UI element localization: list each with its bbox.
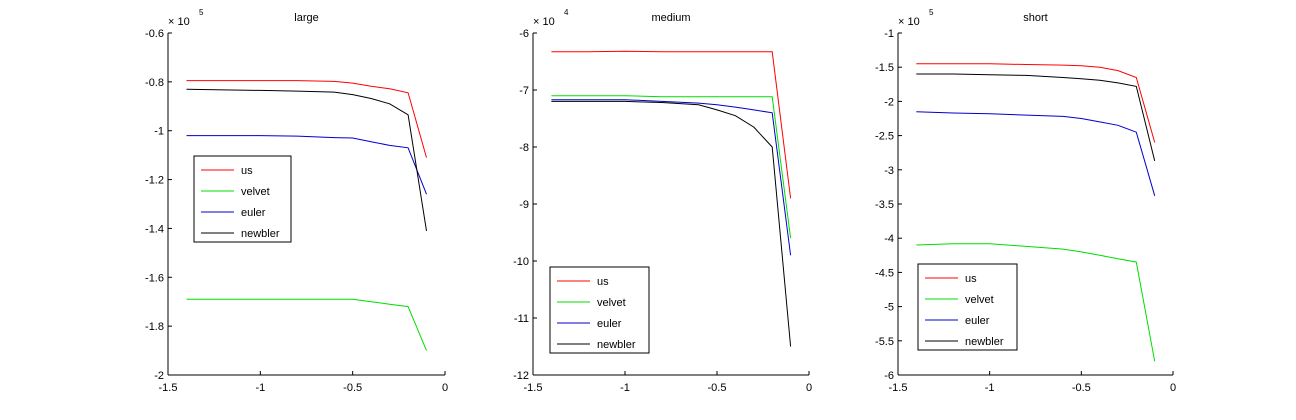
y-tick-label: -1.4 <box>145 223 164 235</box>
y-tick-label: -1.8 <box>145 321 164 333</box>
series-line-us <box>551 50 792 199</box>
series-line-euler <box>916 111 1156 196</box>
y-tick-label: -5 <box>884 302 894 314</box>
y-tick-label: -7 <box>519 85 529 97</box>
series-line-euler <box>186 135 427 195</box>
legend-label-euler: euler <box>597 318 622 330</box>
subplot-medium: medium × 10 4 -1.5 -1 -0.5 0 -12 -11 -10 -9 -8 -7… <box>513 8 812 394</box>
y-tick-label: -3 <box>884 165 894 177</box>
series-line-velvet <box>551 95 792 239</box>
y-tick-label: -10 <box>513 256 529 268</box>
x-tick-label: 0 <box>1170 382 1176 394</box>
legend-label-us: us <box>597 276 609 288</box>
y-tick-label: -1 <box>884 28 894 40</box>
series-line-us <box>916 63 1156 143</box>
legend-label-us: us <box>241 165 253 177</box>
x-tick-label: -0.5 <box>343 382 362 394</box>
y-tick-label: -8 <box>519 142 529 154</box>
x-tick-label: -1 <box>620 382 630 394</box>
y-tick-label: -2 <box>154 370 164 382</box>
subplot-title: medium <box>651 12 690 24</box>
legend: us velvet euler newbler <box>193 155 292 243</box>
y-tick-label: -1.2 <box>145 175 164 187</box>
x-tick-label: -1.5 <box>524 382 543 394</box>
y-tick-label: -1.6 <box>145 272 164 284</box>
y-tick-label: -5.5 <box>875 336 894 348</box>
y-tick-label: -9 <box>519 199 529 211</box>
subplot-title: large <box>294 12 318 24</box>
legend: us velvet euler newbler <box>549 266 650 354</box>
series-line-euler <box>551 99 792 256</box>
y-tick-label: -1 <box>154 126 164 138</box>
x-tick-label: -1.5 <box>159 382 178 394</box>
x-tick-label: 0 <box>806 382 812 394</box>
axis-exponent-base: × 10 <box>898 16 920 28</box>
axis-exponent-power: 5 <box>929 8 934 17</box>
series-line-velvet <box>186 298 427 351</box>
y-tick-label: -6 <box>884 370 894 382</box>
legend-label-newbler: newbler <box>597 339 636 351</box>
axis-exponent-power: 4 <box>564 8 569 17</box>
y-tick-label: -2 <box>884 96 894 108</box>
y-tick-label: -4.5 <box>875 267 894 279</box>
x-tick-label: -1.5 <box>889 382 908 394</box>
y-tick-label: -6 <box>519 28 529 40</box>
y-tick-label: -2.5 <box>875 131 894 143</box>
axis-exponent-base: × 10 <box>168 16 190 28</box>
legend-label-euler: euler <box>241 207 266 219</box>
series-line-us <box>186 80 427 158</box>
series-line-newbler <box>186 88 427 231</box>
legend: us velvet euler newbler <box>917 263 1018 351</box>
legend-label-euler: euler <box>965 315 990 327</box>
x-tick-label: -1 <box>985 382 995 394</box>
legend-label-velvet: velvet <box>965 294 994 306</box>
y-tick-label: -12 <box>513 370 529 382</box>
x-tick-label: -0.5 <box>708 382 727 394</box>
y-tick-label: -3.5 <box>875 199 894 211</box>
x-tick-label: 0 <box>442 382 448 394</box>
subplot-title: short <box>1023 12 1047 24</box>
legend-label-velvet: velvet <box>597 297 626 309</box>
y-tick-label: -11 <box>514 313 529 325</box>
legend-label-us: us <box>965 273 977 285</box>
y-tick-label: -0.6 <box>145 28 164 40</box>
axis-exponent-power: 5 <box>199 8 204 17</box>
y-tick-label: -1.5 <box>875 62 894 74</box>
subplot-large: large × 10 5 -1.5 -1 -0.5 0 -2 -1.8 -1.6 -1.4 -1… <box>145 8 448 394</box>
x-tick-label: -0.5 <box>1072 382 1091 394</box>
series-line-velvet <box>916 243 1156 362</box>
subplot-short: short × 10 5 -1.5 -1 -0.5 0 -6 -5.5 -5 -4.5 -4 -3… <box>875 8 1176 394</box>
x-tick-label: -1 <box>255 382 265 394</box>
y-tick-label: -0.8 <box>145 77 164 89</box>
legend-label-newbler: newbler <box>241 228 280 240</box>
series-line-newbler <box>551 100 792 347</box>
series-line-newbler <box>916 73 1156 162</box>
y-tick-label: -4 <box>884 233 894 245</box>
axis-exponent-base: × 10 <box>533 16 555 28</box>
legend-label-newbler: newbler <box>965 336 1004 348</box>
legend-label-velvet: velvet <box>241 186 270 198</box>
